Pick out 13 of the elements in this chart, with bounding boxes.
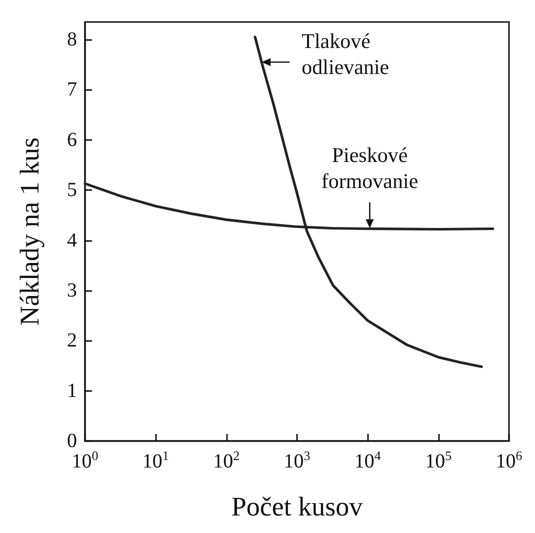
- y-axis-title: Náklady na 1 kus: [14, 137, 44, 326]
- y-tick-label: 6: [67, 128, 77, 151]
- y-tick-label: 3: [67, 279, 77, 302]
- annotation: Pieskové formovanie: [321, 143, 418, 194]
- y-tick-label: 5: [67, 179, 77, 202]
- annotation: Tlakové odlievanie: [302, 29, 390, 80]
- y-tick-label: 0: [67, 430, 77, 452]
- y-tick-label: 1: [67, 380, 77, 402]
- y-tick-label: 4: [67, 229, 77, 252]
- y-tick-label: 7: [67, 78, 77, 101]
- y-tick-label: 2: [67, 330, 77, 352]
- y-tick-label: 8: [67, 28, 77, 51]
- x-axis-title: Počet kusov: [231, 492, 364, 522]
